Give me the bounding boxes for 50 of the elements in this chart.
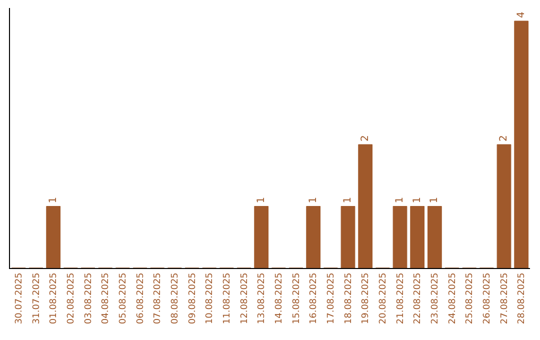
data-label: 1 <box>429 196 440 204</box>
x-tick-label: 15.08.2025 <box>292 272 302 324</box>
x-tick-label: 04.08.2025 <box>101 272 112 324</box>
data-label: 4 <box>516 12 527 18</box>
bar <box>514 20 529 268</box>
x-tick-label: 23.08.2025 <box>430 272 441 324</box>
x-tick-label: 07.08.2025 <box>153 272 164 324</box>
x-tick-label: 02.08.2025 <box>66 272 77 324</box>
x-tick-label: 14.08.2025 <box>274 272 285 324</box>
x-tick-label: 09.08.2025 <box>188 272 198 324</box>
x-tick-label: 05.08.2025 <box>118 272 129 324</box>
x-tick-label: 08.08.2025 <box>170 272 181 324</box>
x-tick-label: 01.08.2025 <box>49 272 60 324</box>
x-tick-label: 18.08.2025 <box>344 272 354 324</box>
x-tick-label: 10.08.2025 <box>205 272 216 324</box>
x-tick-label: 28.08.2025 <box>517 272 528 324</box>
x-tick-label: 31.07.2025 <box>32 272 42 324</box>
data-label: 1 <box>256 196 267 204</box>
data-label: 2 <box>498 135 510 142</box>
x-tick-label: 16.08.2025 <box>309 272 320 324</box>
data-label: 1 <box>48 196 59 204</box>
bar <box>410 206 425 268</box>
x-tick-label: 21.08.2025 <box>396 272 406 324</box>
data-label: 2 <box>360 135 371 142</box>
x-tick-label: 20.08.2025 <box>378 272 389 324</box>
bar <box>358 144 373 268</box>
data-label: 1 <box>308 196 319 204</box>
x-tick-label: 26.08.2025 <box>482 272 493 324</box>
x-tick-label: 24.08.2025 <box>448 272 458 324</box>
x-tick-label: 27.08.2025 <box>500 272 510 324</box>
bar <box>427 206 442 268</box>
x-tick-label: 12.08.2025 <box>240 272 250 324</box>
data-label: 1 <box>342 196 354 204</box>
bar <box>306 206 321 268</box>
x-tick-label: 25.08.2025 <box>465 272 476 324</box>
x-tick-label: 03.08.2025 <box>84 272 94 324</box>
x-tick-label: 13.08.2025 <box>257 272 268 324</box>
bar <box>340 206 356 268</box>
x-tick-label: 11.08.2025 <box>222 272 233 324</box>
data-label: 1 <box>394 196 406 204</box>
bar <box>392 206 408 268</box>
x-tick-label: 06.08.2025 <box>136 272 146 324</box>
bar <box>254 206 269 268</box>
x-tick-label: 19.08.2025 <box>361 272 372 324</box>
data-label: 1 <box>412 196 423 204</box>
bar <box>46 206 61 268</box>
x-tick-label: 17.08.2025 <box>326 272 337 324</box>
x-tick-label: 30.07.2025 <box>14 272 25 324</box>
x-tick-label: 22.08.2025 <box>413 272 424 324</box>
bar <box>496 144 512 268</box>
